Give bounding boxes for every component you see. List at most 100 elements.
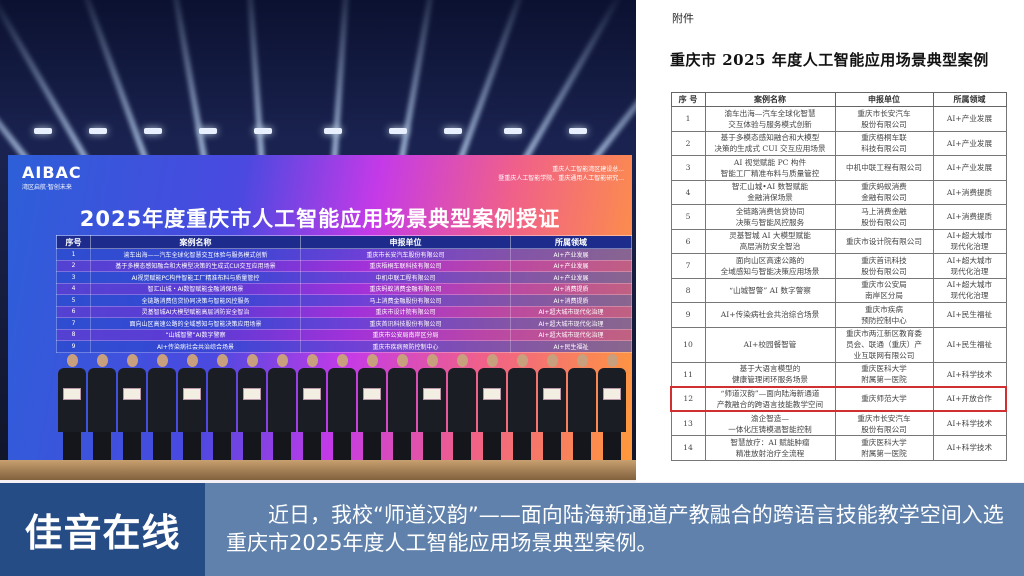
head <box>306 354 318 367</box>
cell-line: AI+开放合作 <box>946 394 992 404</box>
person <box>508 354 536 470</box>
stage-lamp <box>569 128 587 134</box>
cell-unit: 重庆市疾病 预防控制中心 <box>834 302 934 328</box>
cell-name: 基于多模态感知融合和大模型 决策的生成式 CUI 交互应用场景 <box>704 130 836 156</box>
screen-cell: AI+民生福祉 <box>510 340 632 353</box>
cell-line: 重庆医科大学 <box>861 364 907 373</box>
cell-line: “山城智警” AI 数字警察 <box>729 285 811 295</box>
screen-header: 所属领域 <box>510 235 632 249</box>
table-row: 7 面向山区高速公路的 全域感知与智能决策应用场景 重庆首讯科技 股份有限公司 AI+超大… <box>670 253 1007 279</box>
cell-line: 现代化治理 <box>950 266 989 276</box>
cell-unit: 重庆医科大学 附属第一医院 <box>834 435 934 461</box>
body <box>328 368 356 432</box>
light-beam <box>74 0 156 182</box>
cell-line: 科技有限公司 <box>861 144 907 154</box>
stage-lamp <box>199 128 217 134</box>
cell-name: “山城智警” AI 数字警察 <box>704 277 836 303</box>
screen-cell: AI+产业发展 <box>510 271 632 284</box>
light-beam <box>166 0 211 181</box>
screen-cell: 马上消费金融股份有限公司 <box>300 294 511 307</box>
screen-cell: 基于多模态感知融合和大模型决策的生成式CUI交互应用场景 <box>90 259 301 272</box>
light-beam <box>330 0 352 181</box>
table-row: 6 灵基智城 AI 大模型赋能 高层消防安全智治 重庆市设计院有限公司 AI+超大城市现… <box>670 228 1007 254</box>
body <box>88 368 116 432</box>
certificate <box>123 388 141 400</box>
column-header: 案例名称 <box>704 92 836 107</box>
certificate <box>483 388 501 400</box>
certificate <box>603 388 621 400</box>
person <box>448 354 476 470</box>
stage-screen: AIBAC 湾区启航·智创未来 重庆人工智能湾区建设总... 暨重庆人工智能学院… <box>8 155 632 475</box>
table-row: 4 智汇山城•AI 数智赋能 金融消保场景 重庆蚂蚁消费 金融有限公司 AI+消费提质 <box>670 179 1007 205</box>
head <box>396 354 408 367</box>
person <box>538 354 566 470</box>
cell-line: AI+超大城市 <box>946 280 993 290</box>
cell-line: 决策与智能风控服务 <box>735 217 805 227</box>
screen-header: 案例名称 <box>90 235 301 249</box>
person <box>208 354 236 470</box>
cell-field: AI+开放合作 <box>932 385 1007 412</box>
cell-line: 员会、联通（重庆）产 <box>846 340 922 349</box>
cell-line: AI+超大城市 <box>946 255 993 265</box>
document-panel: 附件 重庆市 2025 年度人工智能应用场景典型案例 序 号 案例名称 申报单位… <box>636 0 1024 482</box>
body <box>358 368 386 432</box>
person <box>118 354 146 470</box>
head <box>96 354 108 367</box>
cell-field: AI+民生福祉 <box>932 302 1007 328</box>
table-row: 12 “师道汉韵”—面向陆海新通道 产教融合的跨语言技能教学空间 重庆师范大学 AI+开… <box>670 385 1007 412</box>
cell-field: AI+消费提质 <box>932 204 1007 230</box>
cell-line: 面向山区高速公路的 <box>735 255 805 265</box>
cell-line: 股份有限公司 <box>861 424 907 434</box>
cell-name: “师道汉韵”—面向陆海新通道 产教融合的跨语言技能教学空间 <box>704 385 836 412</box>
cell-line: 交互体验与服务模式创新 <box>728 119 812 129</box>
screen-cell: 面向山区高速公路的全域感知与智能决策应用场景 <box>90 317 301 330</box>
cell-line: 高层消防安全智治 <box>739 242 801 252</box>
person <box>598 354 626 470</box>
document-title: 重庆市 2025 年度人工智能应用场景典型案例 <box>670 51 989 69</box>
cell-line: 全链路消费信贷协同 <box>735 206 805 216</box>
head <box>546 354 558 367</box>
cell-line: AI+民生福祉 <box>946 340 993 349</box>
cell-line: AI+科学技术 <box>946 369 993 379</box>
table-row: 8 “山城智警” AI 数字警察 重庆市公安局 南岸区分局 AI+超大城市 现代化治理 <box>670 277 1007 303</box>
stage-lamp <box>324 128 342 134</box>
screen-cell: AI+超大城市现代化治理 <box>510 305 632 318</box>
cell-line: AI+消费提质 <box>946 187 993 197</box>
cell-line: AI+科学技术 <box>946 443 993 453</box>
screen-cell: 渝车出海——汽车全球化智慧交互体验与服务模式创新 <box>90 248 301 261</box>
column-header: 所属领域 <box>932 92 1007 107</box>
cell-unit: 重庆梧桐车联 科技有限公司 <box>834 130 934 156</box>
stage-floor <box>0 460 636 482</box>
cell-line: 全域感知与智能决策应用场景 <box>720 266 820 276</box>
head <box>366 354 378 367</box>
cell-line: AI+产业发展 <box>946 114 993 124</box>
cell-line: 重庆市公安局 <box>861 280 907 290</box>
screen-cell: 6 <box>56 305 91 318</box>
person <box>268 354 296 470</box>
table-row: 14 智慧放疗：AI 赋能肿瘤 精准放射治疗全流程 重庆医科大学 附属第一医院 AI+科学… <box>670 435 1007 461</box>
screen-row: 1 渝车出海——汽车全球化智慧交互体验与服务模式创新 重庆市长安汽车股份有限公司 AI… <box>56 248 632 261</box>
head <box>246 354 258 367</box>
body <box>148 368 176 432</box>
body <box>268 368 296 432</box>
stage-lamp <box>504 128 522 134</box>
head <box>156 354 168 367</box>
cell-unit: 重庆医科大学 附属第一医院 <box>834 361 934 387</box>
cell-line: 一体化压铸模温智能控制 <box>728 424 812 434</box>
head <box>486 354 498 367</box>
cell-field: AI+超大城市 现代化治理 <box>932 277 1007 303</box>
screen-row: 3 AI视觉赋能PC构件智能工厂精准布料与质量管控 中机中联工程有限公司 AI+产业发… <box>56 271 632 284</box>
cell-field: AI+民生福祉 <box>932 326 1007 363</box>
certificate <box>543 388 561 400</box>
cell-line: 重庆市疾病 <box>865 304 903 314</box>
light-beam <box>244 0 266 181</box>
cell-name: 面向山区高速公路的 全域感知与智能决策应用场景 <box>704 253 836 279</box>
table-row: 10 AI+校园餐智管 重庆市两江新区教育委 员会、联通（重庆）产 业互联网有限公司 AI… <box>670 326 1007 363</box>
screen-cell: 重庆梧桐车联科技有限公司 <box>300 259 511 272</box>
cell-line: 智汇山城•AI 数智赋能 <box>731 182 809 192</box>
screen-cell: AI+超大城市现代化治理 <box>510 317 632 330</box>
cell-line: 现代化治理 <box>950 291 989 301</box>
cell-unit: 重庆市长安汽车 股份有限公司 <box>834 106 934 132</box>
cell-line: 股份有限公司 <box>861 266 907 276</box>
stage-lamp <box>144 128 162 134</box>
